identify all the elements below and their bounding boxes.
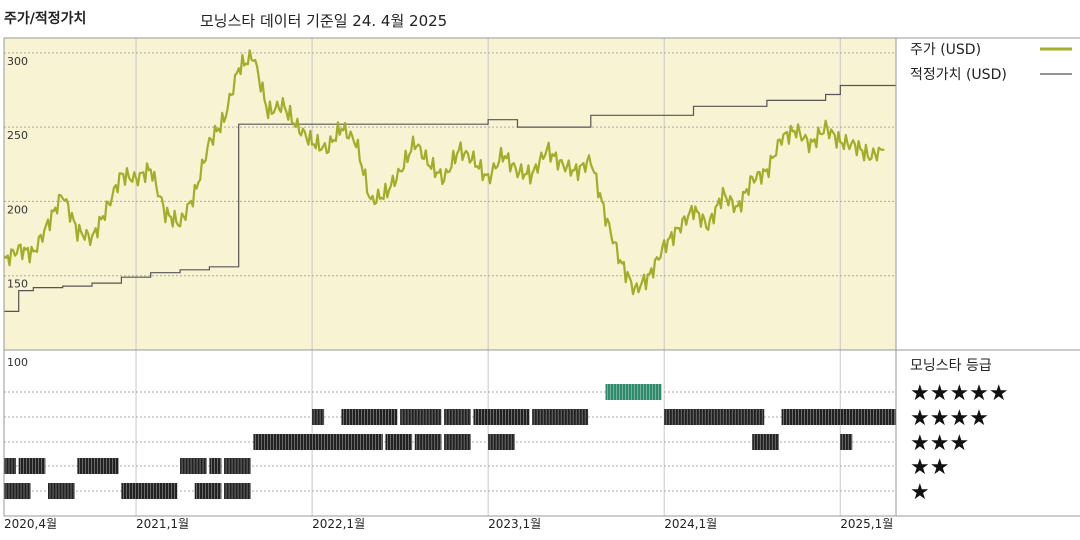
star-rating-bands: [4, 384, 897, 499]
rating-band-3: [752, 434, 779, 450]
rating-band-3: [385, 434, 413, 450]
x-tick-label: 2020,4월: [4, 517, 57, 531]
rating-band-2: [18, 458, 46, 474]
rating-band-4: [400, 409, 442, 425]
y-tick-label: 150: [7, 278, 28, 291]
rating-band-3: [414, 434, 442, 450]
rating-band-1: [194, 483, 222, 499]
horizontal-gridlines: [4, 52, 896, 277]
y-tick-label: 200: [7, 203, 28, 216]
chart-frame: [3, 37, 897, 517]
rating-band-2: [180, 458, 207, 474]
rating-band-3: [253, 434, 383, 450]
rating-band-2: [4, 458, 16, 474]
y-tick-labels: 100 150 200 250 300: [7, 55, 28, 369]
x-tick-label: 2023,1월: [488, 517, 541, 531]
rating-band-1: [121, 483, 178, 499]
rating-row-labels: ★★★★★★★★★★★★★★★: [910, 381, 1009, 505]
x-tick-label: 2025,1월: [840, 517, 893, 531]
rating-band-2: [77, 458, 119, 474]
legend-price-label: 주가 (USD): [910, 42, 981, 58]
rating-band-3: [840, 434, 853, 450]
chart-subtitle: 모닝스타 데이터 기준일 24. 4월 2025: [200, 12, 448, 30]
rating-band-2: [224, 458, 251, 474]
x-tick-label: 2022,1월: [312, 517, 365, 531]
price-panel-bg: [4, 38, 896, 350]
rating-band-4: [473, 409, 530, 425]
rating-band-4: [532, 409, 589, 425]
x-tick-labels: 2020,4월 2021,1월 2022,1월 2023,1월 2024,1월 2025,…: [4, 517, 893, 531]
rating-band-4: [341, 409, 398, 425]
rating-band-2: [209, 458, 222, 474]
x-tick-label: 2024,1월: [664, 517, 717, 531]
y-tick-label: 250: [7, 129, 28, 142]
rating-band-5: [605, 384, 662, 400]
rating-band-1: [48, 483, 75, 499]
x-tick-label: 2021,1월: [136, 517, 189, 531]
y-tick-label: 100: [7, 356, 28, 369]
rating-label-1-stars: ★: [910, 480, 930, 505]
price-line: [3, 49, 885, 296]
rating-band-4: [444, 409, 471, 425]
section-title: 주가/적정가치: [4, 11, 87, 27]
y-tick-label: 300: [7, 55, 28, 68]
rating-band-1: [224, 483, 251, 499]
rating-band-3: [444, 434, 471, 450]
rating-label-5-stars: ★★★★★: [910, 381, 1009, 406]
rating-legend-title: 모닝스타 등급: [910, 358, 992, 374]
rating-band-3: [488, 434, 515, 450]
legend-fair-value-label: 적정가치 (USD): [910, 67, 1007, 83]
rating-label-3-stars: ★★★: [910, 431, 969, 456]
rating-band-4: [312, 409, 325, 425]
rating-label-4-stars: ★★★★: [910, 406, 989, 431]
rating-band-1: [4, 483, 31, 499]
rating-label-2-stars: ★★: [910, 455, 949, 480]
fair-value-line: [4, 84, 896, 312]
